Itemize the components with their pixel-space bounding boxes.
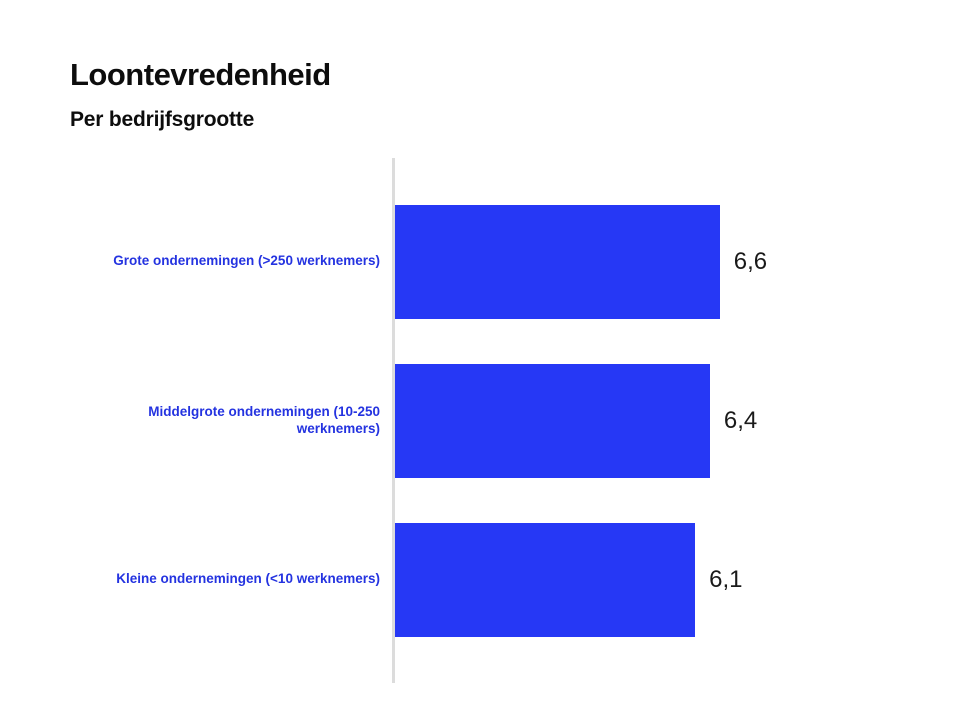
y-axis-line (392, 158, 395, 683)
bar-row: Middelgrote ondernemingen (10-250 werkne… (70, 341, 930, 500)
bar-row: Grote ondernemingen (>250 werknemers) 6,… (70, 182, 930, 341)
chart-header: Loontevredenheid Per bedrijfsgrootte (70, 57, 960, 132)
bar-chart: Grote ondernemingen (>250 werknemers) 6,… (70, 158, 930, 683)
bar-area: 6,6 (392, 204, 930, 319)
value-label: 6,4 (723, 406, 758, 434)
category-label: Grote ondernemingen (>250 werknemers) (113, 253, 380, 269)
bar (395, 522, 696, 637)
bar-area: 6,1 (392, 522, 930, 637)
bar-row: Kleine ondernemingen (<10 werknemers) 6,… (70, 500, 930, 659)
bar-rows-container: Grote ondernemingen (>250 werknemers) 6,… (70, 182, 930, 659)
bar (395, 363, 710, 478)
chart-subtitle: Per bedrijfsgrootte (70, 108, 255, 131)
bar-area: 6,4 (392, 363, 930, 478)
category-label: Middelgrote ondernemingen (10-250 werkne… (148, 403, 380, 436)
category-label: Kleine ondernemingen (<10 werknemers) (116, 571, 380, 587)
value-label: 6,1 (709, 565, 743, 593)
chart-title: Loontevredenheid (70, 57, 331, 92)
value-label: 6,6 (733, 247, 768, 275)
bar (395, 204, 720, 319)
